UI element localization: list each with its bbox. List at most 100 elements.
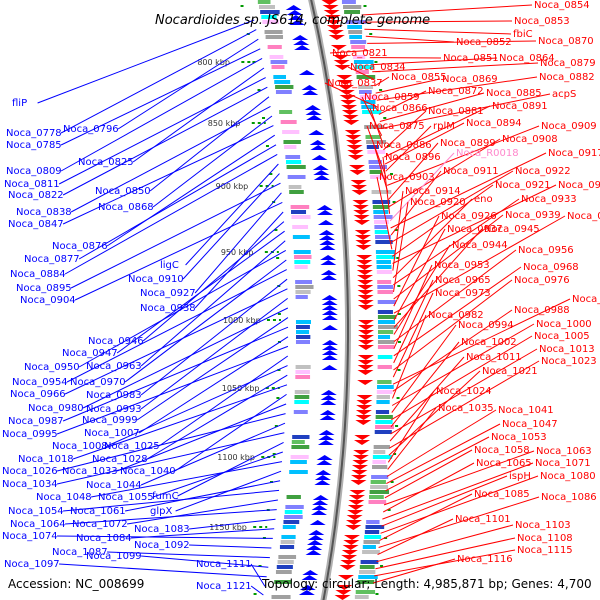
plus-strand-gene (328, 35, 345, 40)
plus-cog-block (346, 20, 367, 24)
left-gene-label: Noca_1055 (98, 492, 154, 503)
right-gene-label: Noca_0953 (434, 260, 490, 271)
minus-strand-gene (308, 530, 325, 535)
plus-strand-gene (345, 135, 362, 140)
minus-cog-block (257, 0, 271, 4)
right-label-line (380, 475, 539, 534)
plus-strand-gene (357, 380, 374, 385)
left-gene-label: glpX (150, 506, 172, 517)
plus-strand-gene (355, 410, 372, 415)
minus-strand-gene (305, 110, 322, 115)
right-gene-label: Noca_1086 (541, 492, 597, 503)
minus-cog-block (274, 580, 292, 584)
right-label-line (387, 407, 437, 470)
right-label-line (390, 170, 442, 236)
minus-strand-gene (314, 475, 331, 480)
scale-dot (387, 509, 391, 511)
plus-strand-gene (340, 560, 357, 565)
right-gene-label: Noca_1065 (476, 458, 532, 469)
scale-dot (397, 369, 401, 371)
minus-strand-gene (318, 435, 335, 440)
right-label-line (390, 348, 538, 435)
left-label-line (146, 374, 288, 460)
plus-strand-gene (356, 405, 373, 410)
minus-cog-block (290, 455, 309, 459)
right-label-line (329, 50, 369, 54)
plus-strand-gene (322, 5, 339, 10)
plus-cog-block (349, 35, 362, 39)
minus-strand-gene (293, 40, 310, 45)
right-label-line (392, 190, 404, 271)
right-gene-label: Noca_0948 (567, 211, 600, 222)
minus-cog-block (294, 260, 311, 264)
right-gene-label: Noca_0852 (456, 37, 512, 48)
plus-cog-block (377, 380, 392, 384)
right-gene-label: Noca_0866 (372, 103, 428, 114)
plus-cog-block (372, 205, 390, 209)
right-label-line (392, 292, 434, 378)
minus-strand-gene (309, 520, 326, 525)
right-label-line (374, 76, 390, 87)
left-label-line (140, 278, 288, 396)
plus-cog-block (361, 105, 376, 109)
plus-cog-block (376, 255, 396, 259)
left-label-line (64, 288, 288, 395)
plus-strand-gene (351, 475, 368, 480)
right-gene-label: Noca_1053 (491, 432, 547, 443)
plus-cog-block (378, 330, 394, 334)
plus-cog-block (372, 465, 388, 469)
minus-cog-block (285, 155, 301, 159)
right-gene-label: eno (474, 194, 493, 205)
scale-dot (272, 453, 276, 455)
left-label-line (131, 528, 275, 539)
plus-cog-block (365, 525, 385, 529)
left-label-line (56, 345, 289, 435)
minus-cog-block (290, 205, 310, 209)
right-label-line (383, 450, 535, 506)
plus-cog-block (374, 225, 387, 229)
plus-cog-block (377, 310, 393, 314)
minus-strand-gene (301, 575, 318, 580)
left-gene-label: Noca_1072 (72, 519, 128, 530)
plus-cog-block (357, 580, 375, 584)
right-gene-label: Noca_0859 (364, 92, 420, 103)
minus-cog-block (271, 595, 291, 599)
minus-cog-block (273, 75, 286, 79)
minus-cog-block (282, 525, 296, 529)
minus-strand-gene (318, 430, 335, 435)
left-gene-label: Noca_0970 (70, 377, 126, 388)
right-gene-label: Noca_0855 (391, 72, 447, 83)
right-label-line (393, 215, 566, 314)
scale-dot (257, 89, 261, 91)
plus-cog-block (374, 230, 389, 234)
left-gene-label: Noca_1018 (18, 454, 74, 465)
kbp-tick-label: 900 kbp (216, 182, 249, 191)
left-gene-label: Noca_0822 (8, 190, 64, 201)
scale-dot (269, 173, 273, 175)
right-label-line (391, 184, 494, 257)
right-label-line (364, 28, 512, 35)
left-gene-label: fliP (12, 98, 27, 109)
right-label-line (382, 462, 475, 513)
left-gene-label: Noca_0850 (95, 186, 151, 197)
right-gene-label: Noca_0881 (428, 106, 484, 117)
left-label-line (65, 509, 277, 525)
minus-cog-block (277, 560, 294, 564)
right-gene-label: Noca_0885 (486, 88, 542, 99)
right-label-line (391, 323, 535, 406)
right-gene-label: Noca_0932 (558, 180, 600, 191)
minus-strand-gene (311, 155, 328, 160)
left-label-line (116, 403, 287, 472)
left-gene-label: Noca_1064 (10, 519, 66, 530)
minus-cog-block (285, 160, 302, 164)
left-gene-label: Noca_0838 (16, 207, 72, 218)
right-gene-label: Noca_1005 (534, 331, 590, 342)
plus-cog-block (373, 450, 386, 454)
plus-cog-block (364, 530, 380, 534)
right-gene-label: Noca_1108 (517, 533, 573, 544)
right-gene-label: Noca_0911 (443, 166, 499, 177)
scale-dot (380, 565, 384, 567)
plus-cog-block (372, 455, 393, 459)
plus-cog-block (375, 410, 390, 414)
left-gene-label: Noca_1074 (2, 531, 58, 542)
